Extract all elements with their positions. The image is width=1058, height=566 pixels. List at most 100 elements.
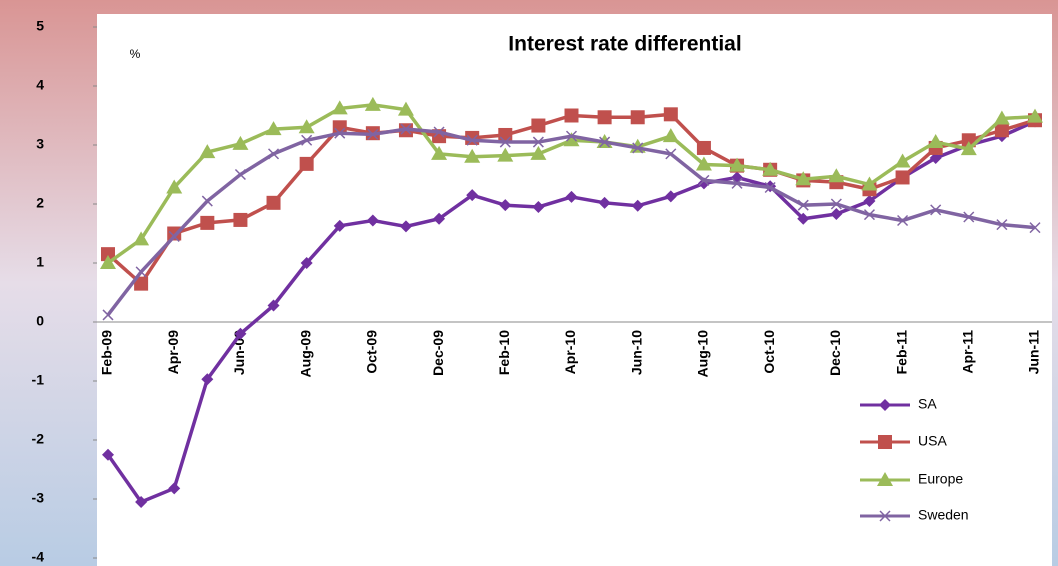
marker bbox=[366, 214, 379, 227]
marker bbox=[499, 136, 511, 148]
marker bbox=[993, 110, 1010, 125]
marker bbox=[433, 212, 446, 225]
x-tick-label: Oct-10 bbox=[761, 330, 777, 374]
legend-label: SA bbox=[918, 396, 937, 412]
marker bbox=[662, 128, 679, 143]
y-tick-label: 3 bbox=[36, 136, 44, 152]
marker bbox=[367, 128, 379, 140]
marker bbox=[994, 123, 1009, 138]
chart-title: Interest rate differential bbox=[508, 33, 741, 56]
marker bbox=[878, 435, 892, 449]
marker bbox=[762, 161, 779, 176]
marker bbox=[877, 472, 893, 486]
marker bbox=[433, 126, 445, 138]
marker bbox=[879, 510, 891, 522]
marker bbox=[397, 101, 414, 116]
marker bbox=[861, 176, 878, 191]
marker bbox=[232, 135, 249, 150]
marker bbox=[168, 482, 181, 495]
x-tick-label: Jun-11 bbox=[1026, 330, 1042, 375]
y-tick-label: 0 bbox=[36, 313, 44, 329]
marker bbox=[166, 179, 183, 194]
marker bbox=[299, 156, 314, 171]
marker bbox=[498, 127, 513, 142]
marker bbox=[665, 148, 677, 160]
marker bbox=[632, 142, 644, 154]
y-tick-label: 5 bbox=[36, 18, 44, 34]
marker bbox=[102, 309, 114, 321]
marker bbox=[531, 118, 546, 133]
legend-label: Europe bbox=[918, 471, 963, 487]
marker bbox=[101, 247, 115, 262]
marker bbox=[927, 134, 944, 149]
marker bbox=[563, 132, 580, 147]
x-tick-label: Apr-11 bbox=[959, 330, 975, 374]
marker bbox=[167, 226, 182, 241]
marker bbox=[267, 299, 280, 312]
y-tick-label: 2 bbox=[36, 195, 44, 211]
marker bbox=[830, 198, 842, 210]
marker bbox=[100, 255, 116, 269]
marker bbox=[464, 148, 481, 163]
marker bbox=[863, 209, 875, 221]
marker bbox=[630, 110, 645, 125]
marker bbox=[266, 195, 281, 210]
marker bbox=[431, 145, 448, 160]
marker bbox=[102, 448, 114, 461]
x-tick-label: Jun-10 bbox=[628, 330, 644, 375]
marker bbox=[729, 157, 746, 172]
marker bbox=[1027, 108, 1043, 123]
x-tick-label: Apr-10 bbox=[562, 330, 578, 375]
marker bbox=[199, 144, 216, 159]
marker bbox=[298, 119, 315, 134]
marker bbox=[331, 100, 348, 115]
marker bbox=[795, 171, 812, 186]
marker bbox=[133, 231, 150, 246]
marker bbox=[497, 147, 514, 162]
marker bbox=[168, 230, 180, 242]
x-tick-label: Feb-09 bbox=[99, 330, 115, 375]
marker bbox=[265, 121, 282, 136]
marker bbox=[332, 120, 347, 135]
x-tick-label: Aug-10 bbox=[695, 330, 711, 378]
marker bbox=[530, 145, 547, 160]
marker bbox=[879, 399, 891, 411]
marker bbox=[564, 108, 579, 123]
marker bbox=[597, 110, 612, 125]
plot-area bbox=[97, 14, 1052, 566]
marker bbox=[963, 211, 975, 223]
marker bbox=[565, 130, 578, 142]
marker bbox=[863, 195, 876, 208]
marker bbox=[797, 199, 809, 211]
y-tick-label: 4 bbox=[36, 77, 44, 93]
marker bbox=[664, 190, 677, 203]
x-tick-label: Dec-09 bbox=[430, 330, 446, 376]
x-tick-label: Oct-09 bbox=[364, 330, 380, 374]
marker bbox=[234, 168, 246, 181]
marker bbox=[201, 373, 214, 386]
y-tick-label: -1 bbox=[32, 372, 45, 388]
marker bbox=[532, 136, 544, 148]
marker bbox=[894, 153, 911, 168]
marker bbox=[333, 219, 346, 232]
marker bbox=[234, 327, 247, 340]
marker bbox=[300, 257, 313, 269]
marker bbox=[201, 195, 213, 207]
marker bbox=[631, 199, 644, 212]
marker bbox=[565, 190, 578, 203]
marker bbox=[466, 189, 479, 202]
marker bbox=[929, 151, 942, 164]
marker bbox=[200, 215, 215, 230]
y-tick-label: -3 bbox=[32, 490, 45, 506]
marker bbox=[400, 123, 412, 135]
y-tick-label: -4 bbox=[32, 549, 45, 565]
marker bbox=[499, 199, 512, 212]
y-unit: % bbox=[130, 47, 141, 61]
marker bbox=[135, 495, 148, 508]
marker bbox=[996, 219, 1008, 231]
marker bbox=[695, 156, 712, 171]
marker bbox=[598, 196, 611, 209]
marker bbox=[830, 208, 843, 221]
x-tick-label: Dec-10 bbox=[827, 330, 843, 376]
